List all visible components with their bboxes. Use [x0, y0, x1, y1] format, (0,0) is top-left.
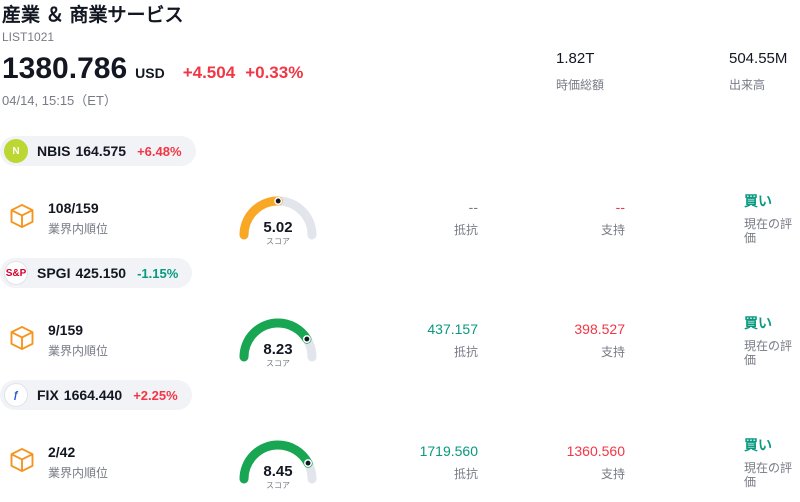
rank-value: 9/159: [48, 322, 84, 338]
market-cap-block: 1.82T 時価総額: [556, 50, 604, 93]
quote-datetime: 04/14, 15:15（ET）: [2, 93, 117, 108]
symbol-ticker: FIX: [37, 387, 59, 403]
resistance-label: 抵抗: [453, 345, 478, 359]
symbol-ticker: NBIS: [37, 143, 71, 159]
score-label: スコア: [266, 481, 290, 490]
score-gauge: 8.45 スコア: [235, 433, 321, 491]
support-value: --: [615, 199, 625, 215]
resistance-label: 抵抗: [453, 223, 478, 237]
current-price: 1380.786: [2, 52, 128, 85]
symbol-metrics-row: 9/159 業界内順位 8.23 スコア 437.157 抵抗 398.527 …: [0, 300, 800, 380]
symbol-card: ƒ FIX 1664.440 +2.25% 2/42 業界内順位: [0, 380, 800, 502]
industry-icon: [8, 446, 36, 479]
symbol-change: +2.25%: [133, 387, 178, 403]
rank-label: 業界内順位: [48, 344, 109, 358]
score-value: 8.45: [263, 463, 293, 480]
spgi-logo: S&P: [4, 261, 28, 285]
volume-value: 504.55M: [729, 50, 788, 67]
price-change-group: +4.504 +0.33%: [183, 63, 304, 83]
volume-label: 出来高: [729, 78, 766, 92]
symbol-change: -1.15%: [137, 265, 179, 281]
rating-label: 現在の評価: [744, 339, 793, 367]
score-label: スコア: [266, 359, 290, 368]
industry-icon: [8, 202, 36, 235]
score-gauge: 8.23 スコア: [235, 311, 321, 369]
symbol-price: 1664.440: [63, 387, 123, 403]
resistance-value: --: [468, 199, 478, 215]
market-cap-value: 1.82T: [556, 50, 595, 67]
support-label: 支持: [600, 345, 625, 359]
symbol-pill-spgi[interactable]: S&P SPGI 425.150 -1.15%: [0, 258, 193, 288]
fix-logo: ƒ: [4, 383, 28, 407]
price-change: +4.504: [182, 63, 236, 82]
score-value: 8.23: [263, 341, 293, 358]
rating-label: 現在の評価: [744, 461, 793, 489]
symbol-card: S&P SPGI 425.150 -1.15% 9/159 業界内順位: [0, 258, 800, 380]
symbol-price: 164.575: [75, 143, 127, 159]
nbis-logo: N: [4, 139, 28, 163]
market-cap-label: 時価総額: [556, 78, 605, 92]
score-value: 5.02: [263, 219, 293, 236]
rating-value: 買い: [744, 315, 772, 331]
score-label: スコア: [266, 237, 290, 246]
symbol-change: +6.48%: [137, 143, 182, 159]
support-label: 支持: [600, 467, 625, 481]
rank-label: 業界内順位: [48, 222, 109, 236]
currency-label: USD: [135, 65, 165, 81]
page-title: 産業 ＆ 商業サービス: [2, 5, 184, 26]
support-label: 支持: [600, 223, 625, 237]
symbol-ticker: SPGI: [37, 265, 71, 281]
resistance-label: 抵抗: [453, 467, 478, 481]
rating-label: 現在の評価: [744, 217, 793, 245]
symbol-pill-fix[interactable]: ƒ FIX 1664.440 +2.25%: [0, 380, 192, 410]
symbol-header: 産業 ＆ 商業サービス LIST1021 1380.786 USD +4.504…: [0, 0, 800, 118]
rating-value: 買い: [744, 193, 772, 209]
price-change-percent: +0.33%: [245, 63, 304, 82]
score-gauge: 5.02 スコア: [235, 189, 321, 247]
support-value: 1360.560: [566, 443, 625, 459]
rank-value: 2/42: [48, 444, 76, 460]
resistance-value: 1719.560: [419, 443, 478, 459]
rank-label: 業界内順位: [48, 466, 109, 480]
rank-value: 108/159: [48, 200, 99, 216]
symbol-card: N NBIS 164.575 +6.48% 108/159 業界内順位: [0, 136, 800, 258]
rating-value: 買い: [744, 437, 772, 453]
symbol-metrics-row: 108/159 業界内順位 5.02 スコア -- 抵抗 -- 支持 買い 現在…: [0, 178, 800, 258]
symbol-metrics-row: 2/42 業界内順位 8.45 スコア 1719.560 抵抗 1360.560…: [0, 422, 800, 502]
industry-icon: [8, 324, 36, 357]
support-value: 398.527: [574, 321, 625, 337]
list-id: LIST1021: [2, 30, 55, 44]
symbol-price: 425.150: [75, 265, 127, 281]
volume-block: 504.55M 出来高: [729, 50, 787, 93]
price-row: 1380.786 USD +4.504 +0.33%: [2, 52, 800, 86]
resistance-value: 437.157: [427, 321, 478, 337]
symbol-pill-nbis[interactable]: N NBIS 164.575 +6.48%: [0, 136, 196, 166]
